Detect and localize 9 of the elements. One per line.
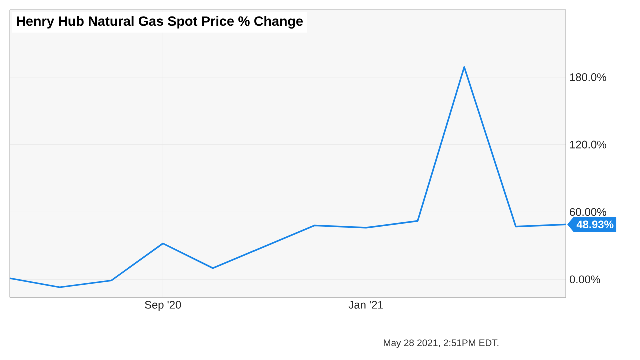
chart-title: Henry Hub Natural Gas Spot Price % Change — [17, 16, 304, 29]
y-tick-label: 180.0% — [570, 74, 606, 82]
y-tick-label: 0.00% — [570, 276, 600, 284]
annotation: 48.93% — [576, 220, 614, 229]
text: May 28 2021, 2:51PM EDT. — [384, 340, 499, 348]
y-tick-label: 60.00% — [570, 208, 606, 216]
y-tick-label: 120.0% — [570, 140, 606, 149]
x-tick-label: Jan '21 — [348, 301, 384, 309]
x-tick-label: Sep '20 — [145, 301, 182, 312]
